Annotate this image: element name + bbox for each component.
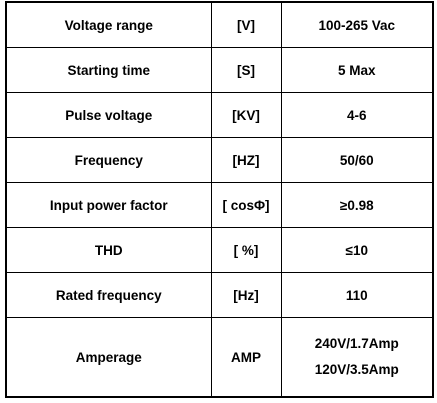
value-cell: 5 Max — [280, 47, 434, 93]
unit-cell: AMP — [210, 317, 282, 398]
table-row: Amperage AMP 240V/1.7Amp 120V/3.5Amp — [5, 317, 434, 398]
unit-cell: [V] — [210, 1, 282, 48]
value-cell: 4-6 — [280, 92, 434, 138]
value-line: 120V/3.5Amp — [314, 362, 399, 377]
unit-cell: [KV] — [210, 92, 282, 138]
unit-cell: [ cosΦ] — [210, 182, 282, 228]
spec-table: Voltage range [V] 100-265 Vac Starting time… — [5, 1, 434, 398]
parameter-name-cell: Starting time — [5, 47, 212, 93]
unit-cell: [Hz] — [210, 272, 282, 318]
table-row: Voltage range [V] 100-265 Vac — [5, 1, 434, 48]
value-line: 240V/1.7Amp — [314, 336, 399, 351]
value-cell: 240V/1.7Amp 120V/3.5Amp — [280, 317, 434, 398]
parameter-name-cell: THD — [5, 227, 212, 273]
table-row: Pulse voltage [KV] 4-6 — [5, 92, 434, 138]
table-row: Frequency [HZ] 50/60 — [5, 137, 434, 183]
unit-cell: [ %] — [210, 227, 282, 273]
value-cell: ≤10 — [280, 227, 434, 273]
parameter-name-cell: Input power factor — [5, 182, 212, 228]
value-cell: 110 — [280, 272, 434, 318]
parameter-name-cell: Amperage — [5, 317, 212, 398]
value-cell: 50/60 — [280, 137, 434, 183]
parameter-name-cell: Pulse voltage — [5, 92, 212, 138]
parameter-name-cell: Voltage range — [5, 1, 212, 48]
value-cell: 100-265 Vac — [280, 1, 434, 48]
parameter-name-cell: Frequency — [5, 137, 212, 183]
unit-cell: [S] — [210, 47, 282, 93]
parameter-name-cell: Rated frequency — [5, 272, 212, 318]
table-row: Input power factor[ cosΦ] ≥0.98 — [5, 182, 434, 228]
table-row: Rated frequency [Hz] 110 — [5, 272, 434, 318]
table-row: Starting time [S] 5 Max — [5, 47, 434, 93]
value-cell: ≥0.98 — [280, 182, 434, 228]
unit-cell: [HZ] — [210, 137, 282, 183]
table-row: THD[ %] ≤10 — [5, 227, 434, 273]
